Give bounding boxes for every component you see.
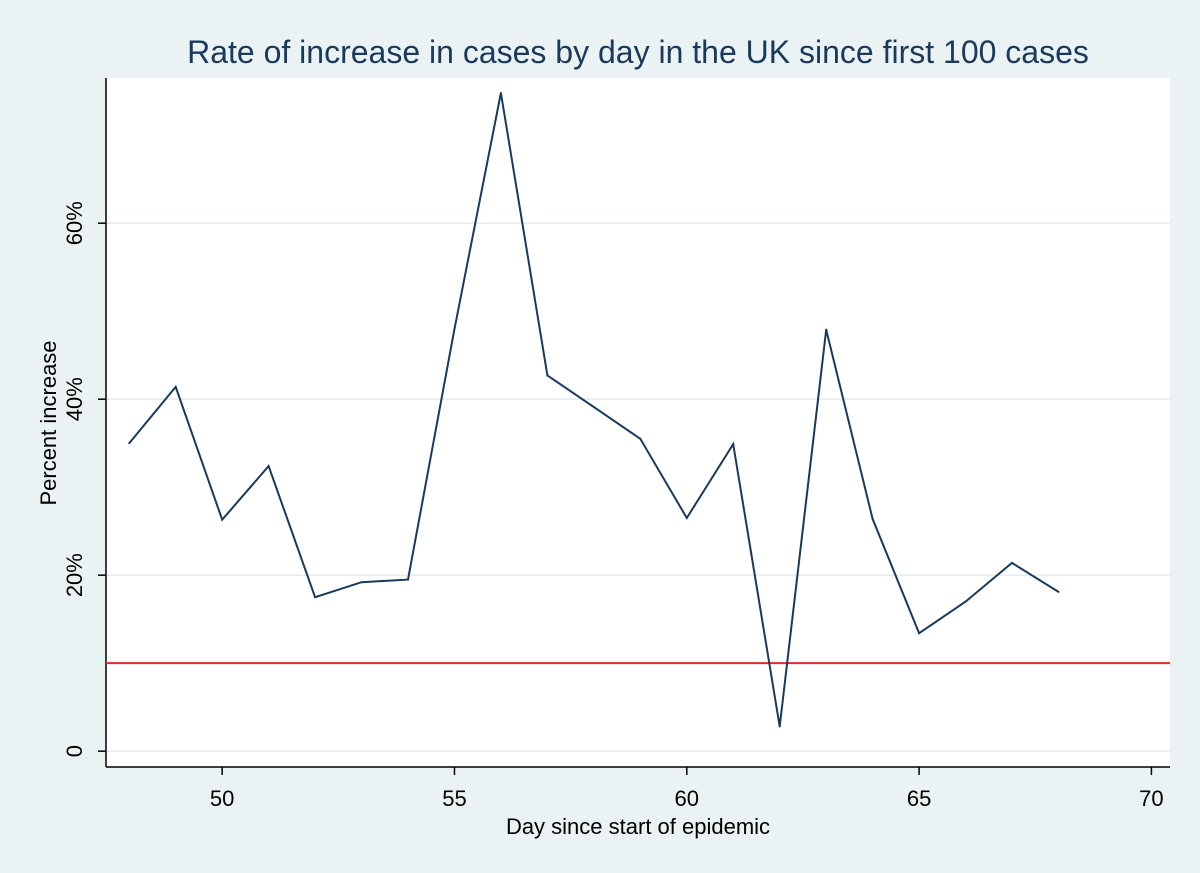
- x-tick-label-2: 60: [675, 786, 699, 811]
- data-point-0-5: [360, 581, 363, 584]
- data-point-0-1: [174, 385, 177, 388]
- data-point-0-10: [592, 406, 595, 409]
- data-point-0-4: [314, 596, 317, 599]
- data-point-0-9: [546, 374, 549, 377]
- chart-title: Rate of increase in cases by day in the …: [187, 34, 1089, 70]
- x-axis-label: Day since start of epidemic: [506, 814, 770, 839]
- x-tick-label-1: 55: [442, 786, 466, 811]
- data-point-0-19: [1011, 561, 1014, 564]
- data-point-0-18: [964, 600, 967, 603]
- x-tick-label-4: 70: [1139, 786, 1163, 811]
- data-point-0-7: [453, 327, 456, 330]
- data-point-0-8: [499, 91, 502, 94]
- data-point-0-20: [1057, 590, 1060, 593]
- data-point-0-0: [128, 442, 131, 445]
- data-point-0-17: [918, 632, 921, 635]
- series-layer: [128, 91, 1060, 728]
- data-point-0-16: [871, 517, 874, 520]
- y-tick-label-1: 20%: [62, 553, 87, 597]
- y-tick-label-0: 0: [62, 745, 87, 757]
- x-tick-label-0: 50: [210, 786, 234, 811]
- y-tick-label-3: 60%: [62, 201, 87, 245]
- x-tick-label-3: 65: [907, 786, 931, 811]
- data-point-0-14: [778, 725, 781, 728]
- data-point-0-15: [825, 328, 828, 331]
- gridlines: [106, 222, 1170, 752]
- data-point-0-12: [685, 516, 688, 519]
- data-point-0-6: [407, 578, 410, 581]
- data-point-0-11: [639, 437, 642, 440]
- y-tick-label-2: 40%: [62, 377, 87, 421]
- ticks: 0 20% 40% 60% 50 55 60 65 70: [62, 201, 1164, 811]
- y-axis-label: Percent increase: [36, 340, 61, 505]
- plot-area: [106, 78, 1170, 767]
- data-point-0-2: [221, 518, 224, 521]
- data-point-0-3: [267, 465, 270, 468]
- data-point-0-13: [732, 443, 735, 446]
